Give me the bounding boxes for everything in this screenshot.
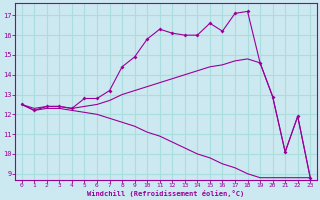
X-axis label: Windchill (Refroidissement éolien,°C): Windchill (Refroidissement éolien,°C) bbox=[87, 190, 244, 197]
